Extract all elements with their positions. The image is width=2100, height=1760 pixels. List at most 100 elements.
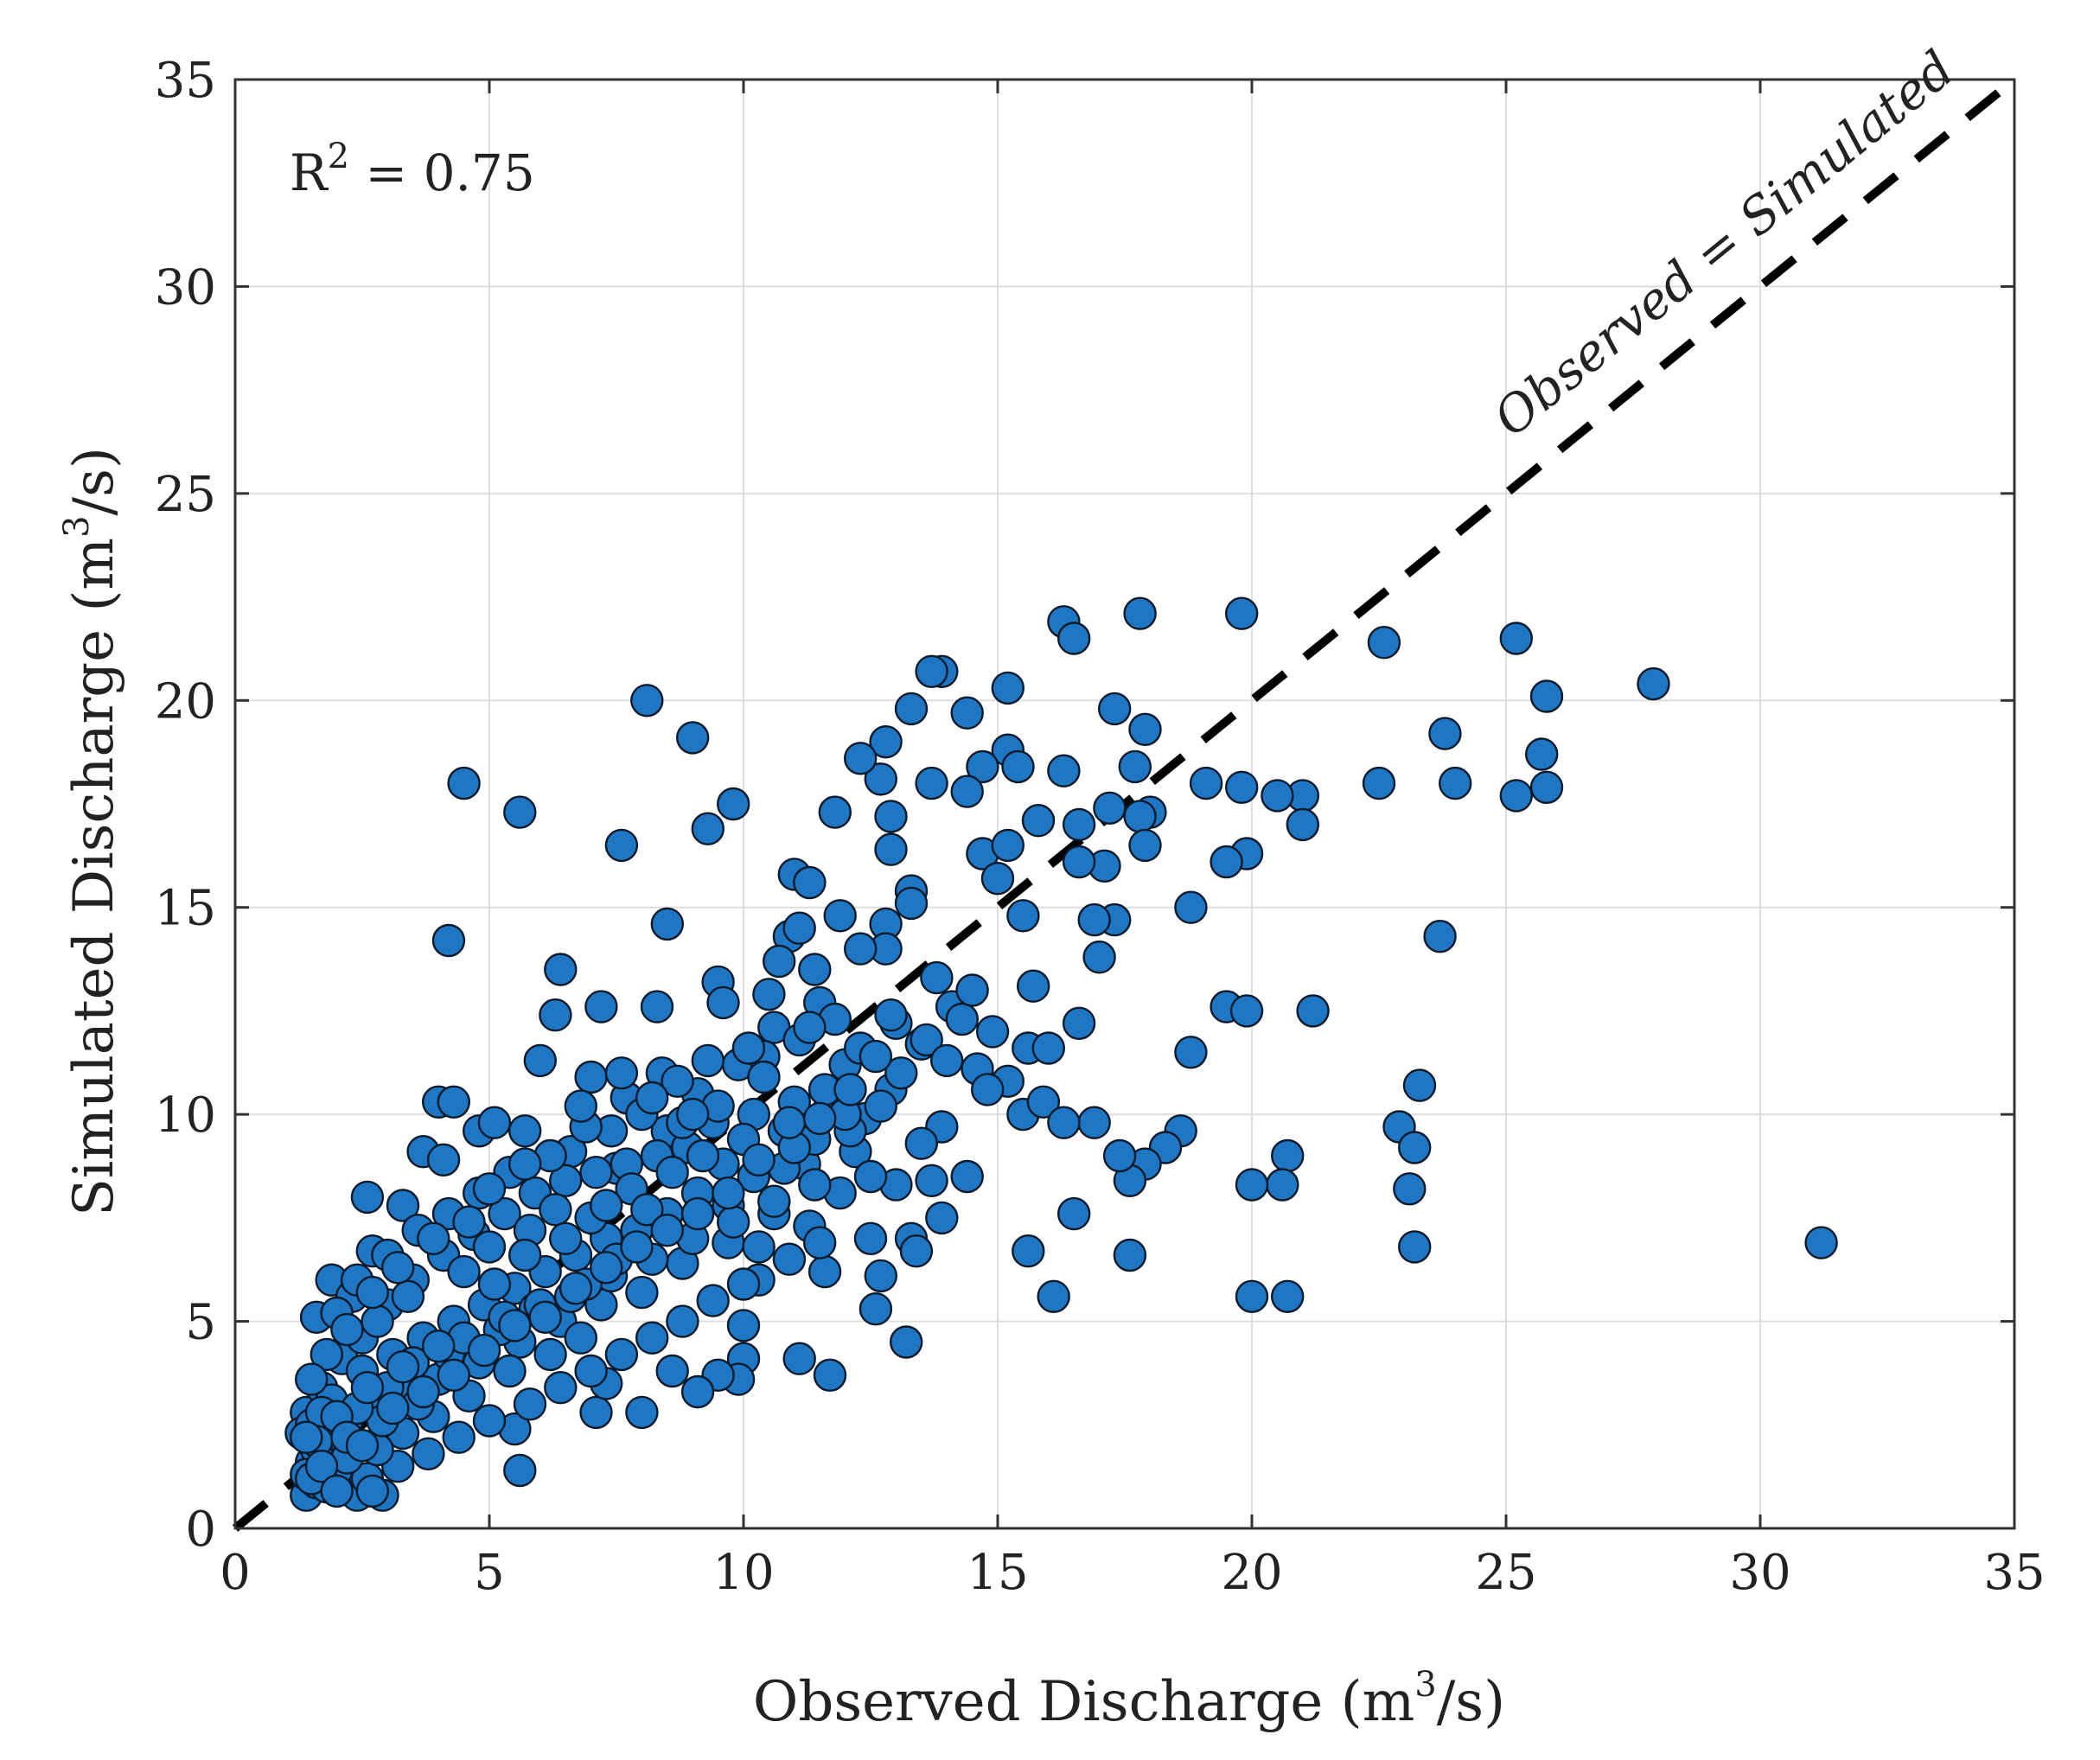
data-point bbox=[1270, 1138, 1305, 1173]
data-point bbox=[1056, 622, 1091, 655]
data-point bbox=[493, 1354, 527, 1388]
x-tick-label: 20 bbox=[1221, 1545, 1282, 1601]
data-point bbox=[295, 1362, 329, 1396]
data-point bbox=[630, 1193, 664, 1227]
y-tick-label: 25 bbox=[155, 467, 216, 523]
y-tick-label: 20 bbox=[155, 673, 216, 730]
data-point bbox=[503, 1453, 537, 1488]
data-point bbox=[508, 1114, 542, 1148]
data-point bbox=[782, 1342, 816, 1375]
data-point bbox=[345, 1428, 380, 1463]
data-point bbox=[355, 1474, 389, 1508]
data-point bbox=[386, 1349, 420, 1384]
x-axis-title-unit: /s) bbox=[1437, 1670, 1505, 1734]
data-point bbox=[1270, 1279, 1305, 1314]
data-point bbox=[422, 1330, 456, 1363]
data-point bbox=[920, 960, 954, 995]
data-point bbox=[1529, 679, 1564, 713]
data-point bbox=[772, 1106, 807, 1139]
x-axis-title-superscript: 3 bbox=[1414, 1665, 1436, 1705]
data-point bbox=[915, 1164, 948, 1198]
data-point bbox=[635, 1081, 669, 1115]
data-point bbox=[1128, 828, 1162, 863]
data-point bbox=[706, 985, 740, 1020]
data-point bbox=[717, 787, 750, 821]
data-point bbox=[1393, 1172, 1427, 1206]
data-point bbox=[894, 692, 929, 726]
data-point bbox=[717, 1205, 750, 1239]
y-axis-title-superscript: 3 bbox=[57, 515, 97, 537]
data-point bbox=[1026, 1085, 1061, 1119]
data-point bbox=[304, 1449, 339, 1483]
data-point bbox=[447, 766, 481, 800]
data-point bbox=[1123, 596, 1157, 630]
data-point bbox=[320, 1474, 354, 1508]
data-point bbox=[726, 1267, 761, 1301]
data-point bbox=[874, 800, 908, 833]
data-point bbox=[864, 762, 897, 796]
data-point bbox=[1001, 749, 1035, 784]
data-point bbox=[884, 1056, 918, 1090]
data-point bbox=[381, 1251, 415, 1285]
data-point bbox=[772, 1242, 807, 1276]
data-point bbox=[447, 1254, 481, 1289]
x-tick-label: 15 bbox=[967, 1545, 1028, 1601]
data-point bbox=[1174, 1036, 1208, 1069]
data-point bbox=[686, 1138, 720, 1173]
data-point bbox=[1266, 1168, 1299, 1202]
data-point bbox=[406, 1374, 440, 1409]
data-point bbox=[1529, 770, 1564, 804]
data-point bbox=[910, 1023, 943, 1057]
data-point bbox=[1113, 1238, 1147, 1272]
data-point bbox=[1062, 1006, 1096, 1041]
data-point bbox=[544, 1370, 578, 1405]
data-point bbox=[1224, 770, 1259, 804]
data-point bbox=[712, 1176, 745, 1210]
data-point bbox=[1499, 779, 1534, 813]
y-axis-title-text: Simulated Discharge (m bbox=[62, 538, 126, 1216]
data-point bbox=[426, 1143, 461, 1177]
data-point bbox=[1006, 899, 1040, 933]
r-squared-superscript: 2 bbox=[328, 137, 349, 176]
data-point bbox=[763, 944, 796, 979]
data-point bbox=[1229, 994, 1264, 1028]
data-point bbox=[966, 749, 999, 784]
data-point bbox=[1296, 994, 1330, 1028]
data-point bbox=[539, 1193, 572, 1227]
data-point bbox=[437, 1358, 470, 1393]
data-point bbox=[859, 1291, 893, 1326]
data-point bbox=[1397, 1131, 1432, 1164]
data-point bbox=[742, 1230, 776, 1264]
data-point bbox=[1235, 1279, 1269, 1314]
data-point bbox=[889, 1325, 923, 1359]
data-point bbox=[1093, 791, 1127, 825]
data-point bbox=[1402, 1068, 1437, 1102]
data-point bbox=[1123, 800, 1157, 833]
data-point bbox=[945, 1002, 980, 1036]
data-point bbox=[991, 828, 1025, 863]
data-point bbox=[844, 932, 878, 966]
r-squared-base: R bbox=[290, 143, 329, 202]
data-point bbox=[655, 1354, 689, 1388]
data-point bbox=[798, 1168, 832, 1202]
data-point bbox=[1438, 766, 1472, 800]
data-point bbox=[680, 1374, 715, 1409]
x-axis-title-text: Observed Discharge (m bbox=[753, 1670, 1414, 1734]
data-point bbox=[864, 1259, 897, 1293]
data-point bbox=[818, 795, 852, 829]
data-point bbox=[650, 1213, 684, 1247]
data-point bbox=[625, 1395, 659, 1430]
data-point bbox=[625, 1275, 659, 1310]
data-point bbox=[1128, 712, 1162, 746]
data-point bbox=[970, 1073, 1005, 1106]
data-point bbox=[1097, 692, 1132, 726]
data-point bbox=[355, 1275, 389, 1310]
data-point bbox=[955, 973, 989, 1007]
data-point bbox=[290, 1420, 323, 1454]
y-axis-title-unit: /s) bbox=[62, 447, 126, 515]
data-point bbox=[1499, 622, 1534, 655]
data-point bbox=[361, 1304, 394, 1338]
data-point bbox=[1637, 666, 1670, 701]
data-point bbox=[691, 812, 724, 845]
data-point bbox=[726, 1309, 761, 1342]
